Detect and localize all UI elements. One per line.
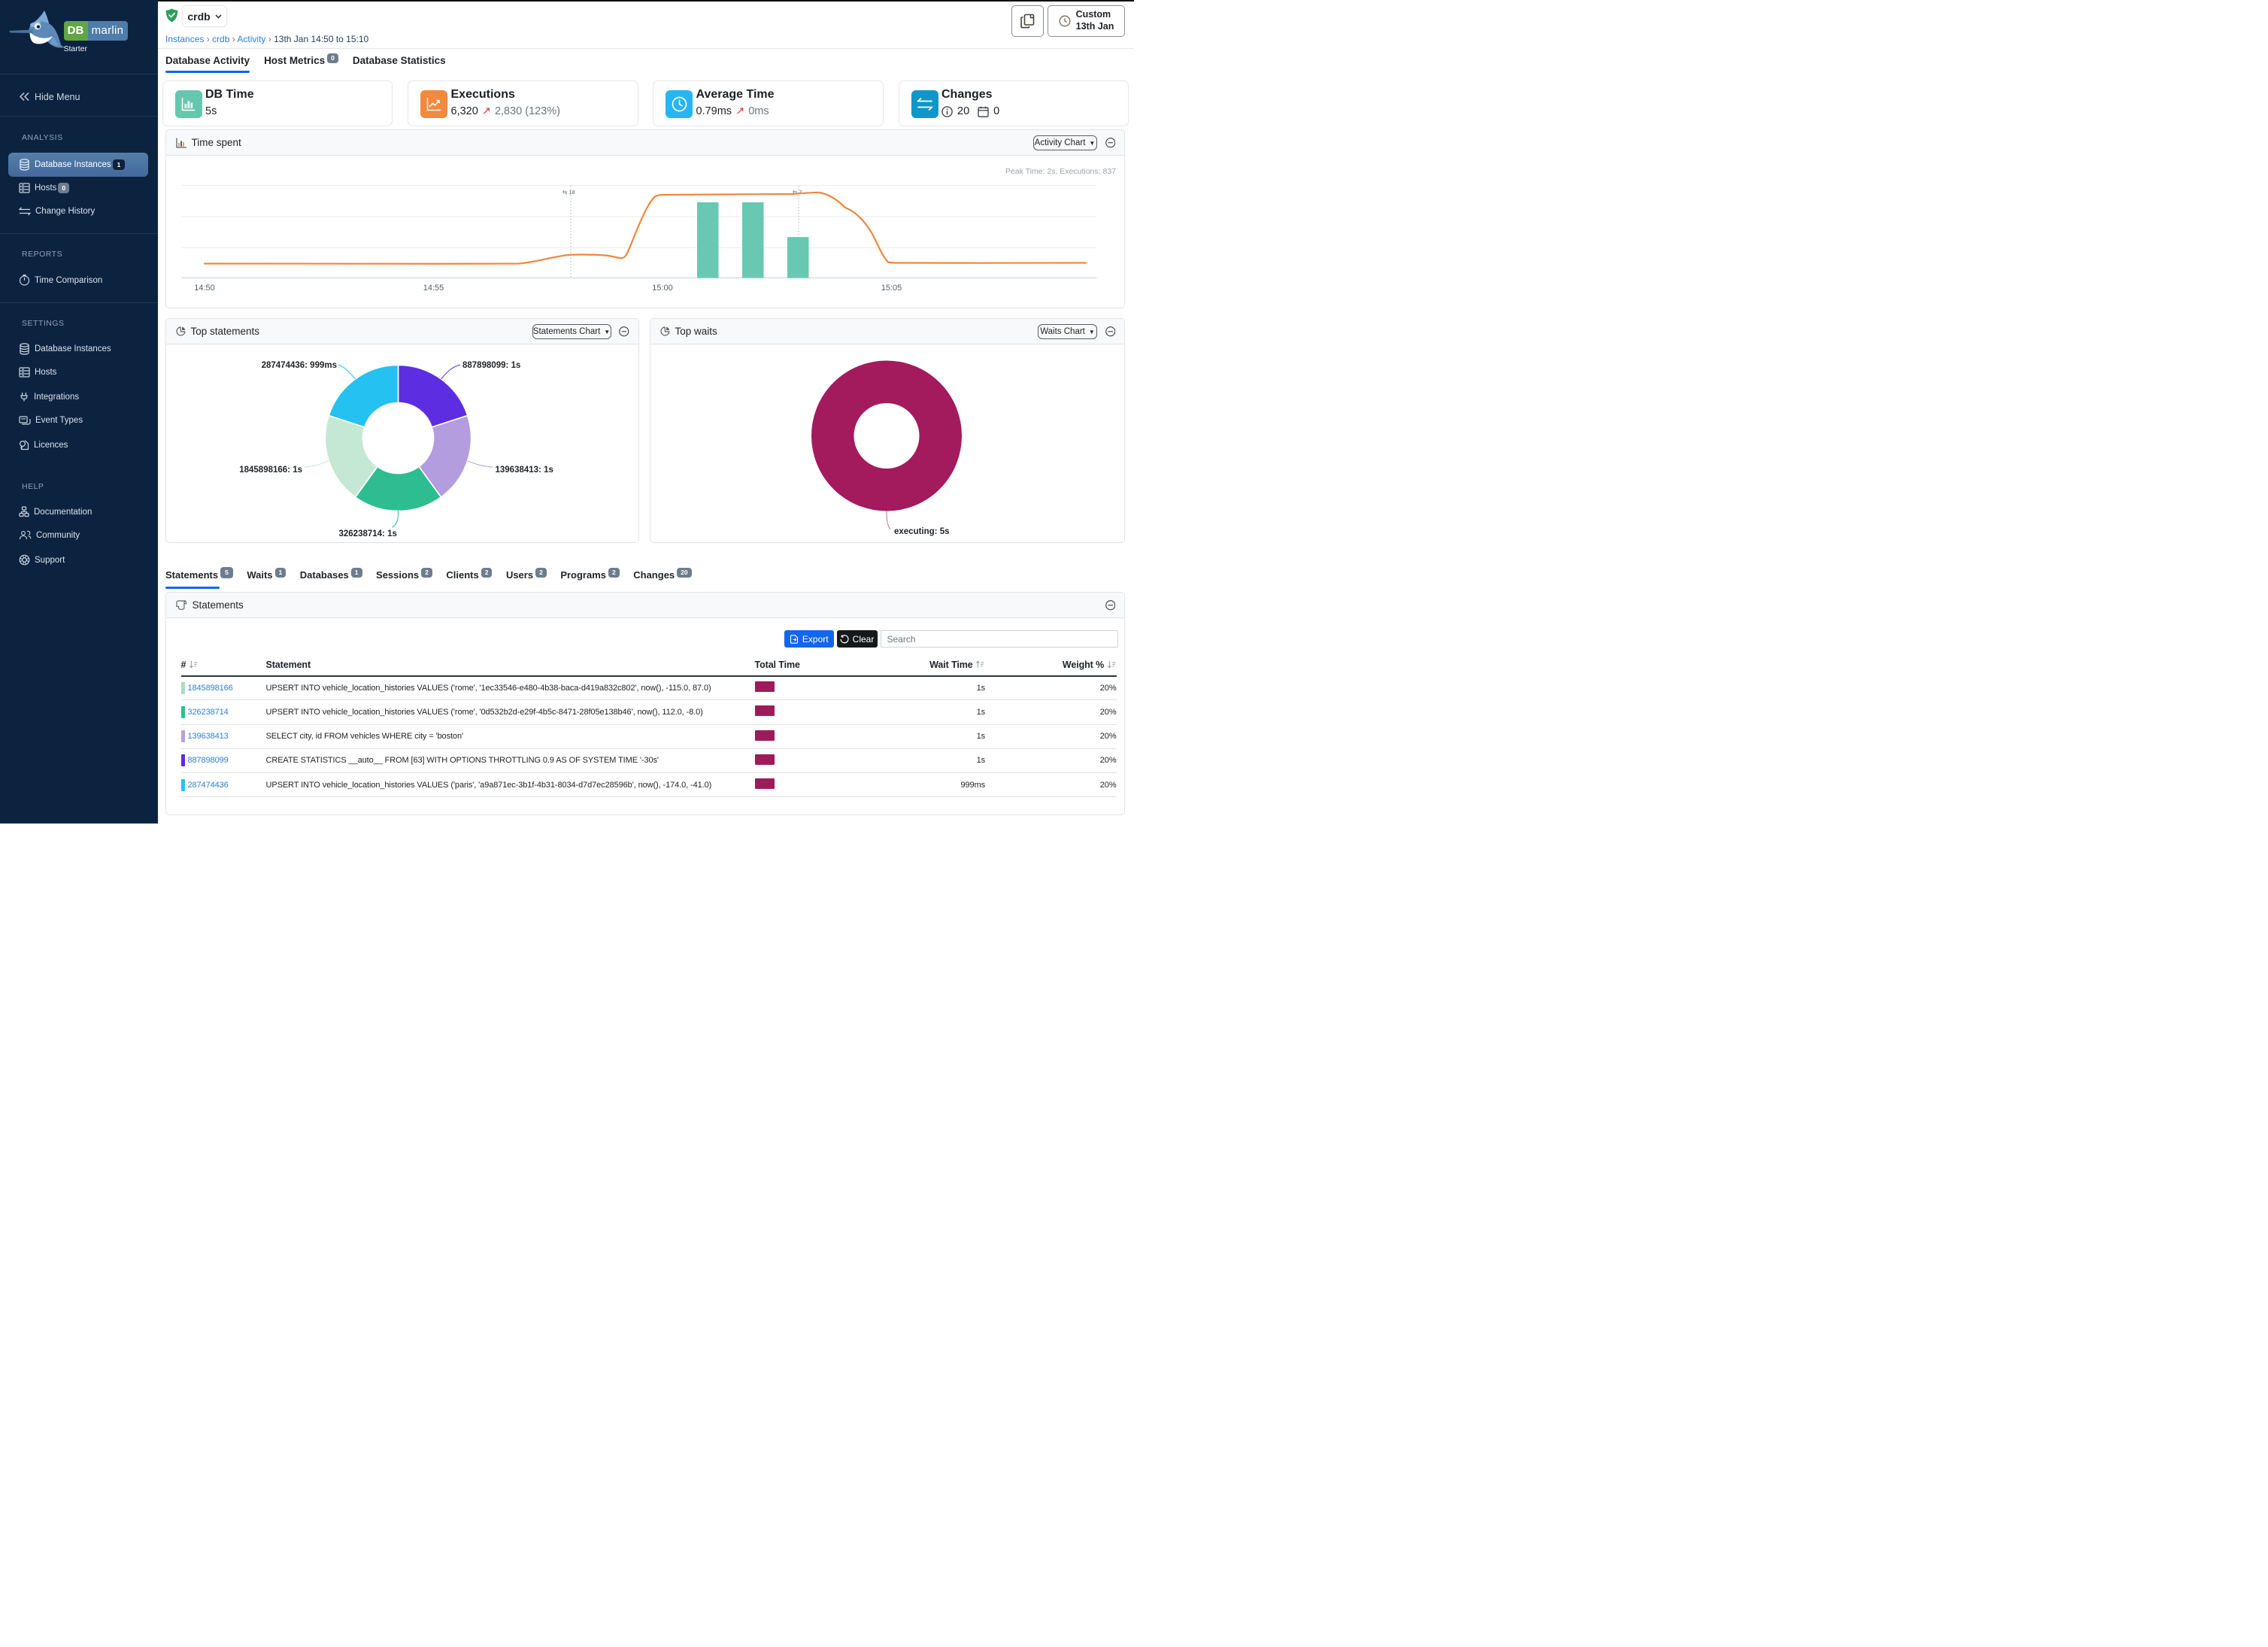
- svg-text:14:55: 14:55: [423, 284, 444, 293]
- svg-text:executing: 5s: executing: 5s: [894, 527, 950, 536]
- svg-text:14:50: 14:50: [194, 284, 215, 293]
- svg-text:139638413: 1s: 139638413: 1s: [495, 466, 553, 475]
- svg-text:887898099: 1s: 887898099: 1s: [462, 361, 520, 370]
- svg-text:⇆ 18: ⇆ 18: [562, 189, 575, 196]
- svg-text:Peak Time: 2s, Executions: 837: Peak Time: 2s, Executions: 837: [1005, 167, 1115, 176]
- svg-text:1845898166: 1s: 1845898166: 1s: [239, 466, 302, 475]
- svg-text:326238714: 1s: 326238714: 1s: [338, 529, 396, 538]
- svg-text:15:05: 15:05: [881, 284, 902, 293]
- svg-text:⇆ 7: ⇆ 7: [793, 189, 802, 196]
- svg-text:15:00: 15:00: [652, 284, 673, 293]
- svg-text:287474436: 999ms: 287474436: 999ms: [261, 361, 336, 370]
